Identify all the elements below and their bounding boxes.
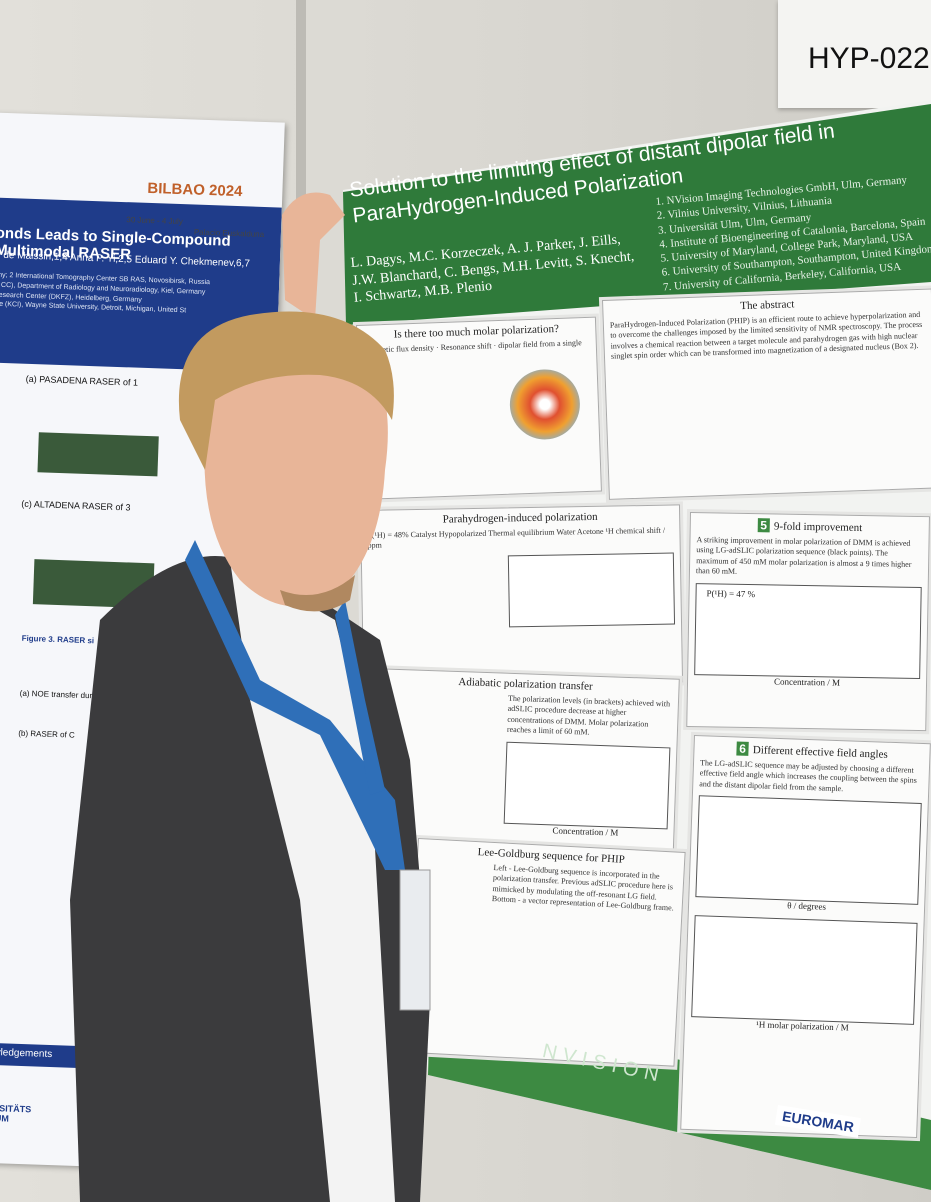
raised-hand bbox=[282, 192, 345, 320]
poster-code: HYP-022 bbox=[808, 42, 930, 75]
lanyard bbox=[335, 600, 385, 795]
poster-number-sign: HYP-022 bbox=[778, 0, 931, 108]
hair bbox=[178, 311, 394, 470]
shirt bbox=[230, 560, 395, 1202]
beard bbox=[280, 575, 355, 612]
lanyard bbox=[185, 540, 405, 870]
badge bbox=[399, 869, 431, 1011]
panel-seam bbox=[296, 0, 306, 200]
face bbox=[204, 333, 388, 607]
